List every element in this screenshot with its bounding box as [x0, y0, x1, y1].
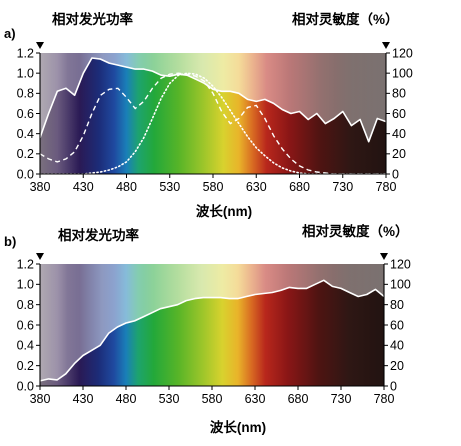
left-tick-label: 0.6	[17, 318, 34, 332]
panel-a-left-axis-title: 相对发光功率	[52, 11, 133, 27]
x-tick-label: 730	[332, 180, 353, 194]
right-tick-label: 20	[390, 359, 404, 373]
right-tick-label: 100	[392, 66, 413, 80]
left-tick-label: 0.0	[17, 379, 34, 393]
left-axis-arrow	[36, 253, 44, 260]
left-tick-label: 1.2	[17, 257, 34, 271]
x-tick-label: 480	[116, 392, 137, 406]
panel-b-x-axis-title: 波长(nm)	[210, 419, 266, 435]
panel-a-above-curve-wash	[40, 53, 386, 142]
left-tick-label: 0.8	[17, 298, 34, 312]
x-tick-label: 680	[288, 392, 309, 406]
left-tick-label: 0.2	[17, 147, 34, 161]
right-tick-label: 40	[392, 127, 406, 141]
right-tick-label: 100	[390, 278, 411, 292]
x-tick-label: 380	[30, 392, 51, 406]
right-tick-label: 60	[390, 318, 404, 332]
panel-a-right-axis-title: 相对灵敏度（%）	[292, 11, 399, 27]
x-tick-label: 780	[376, 180, 397, 194]
left-tick-label: 1.0	[17, 278, 34, 292]
left-tick-label: 0.6	[17, 107, 34, 121]
right-tick-label: 120	[390, 257, 411, 271]
left-tick-label: 1.0	[17, 66, 34, 80]
panel-b: 0.0 0.2 0.4 0.6 0.8 1.0 1.2 0 20 40 60 80 100 120 380 4…	[4, 223, 411, 435]
panel-a-power-curve	[39, 57, 387, 143]
panel-a-sensitivity-dashed-curve	[39, 72, 386, 175]
x-tick-label: 580	[202, 392, 223, 406]
right-tick-label: 60	[392, 107, 406, 121]
right-tick-label: 40	[390, 339, 404, 353]
panel-b-above-curve-wash	[40, 264, 384, 381]
panel-b-left-axis-title: 相对发光功率	[58, 227, 139, 243]
right-tick-label: 0	[392, 167, 399, 181]
right-axis-arrow	[380, 253, 388, 260]
x-tick-label: 730	[331, 392, 352, 406]
x-tick-label: 380	[30, 180, 51, 194]
x-tick-label: 680	[289, 180, 310, 194]
panel-b-label: b)	[4, 234, 16, 249]
left-axis-arrow	[36, 42, 44, 49]
x-tick-label: 780	[374, 392, 395, 406]
x-tick-label: 530	[159, 180, 180, 194]
panel-a: 0.0 0.2 0.4 0.6 0.8 1.0 1.2 0 20 40 60 80 100 120 380 4…	[4, 11, 413, 219]
right-tick-label: 80	[390, 298, 404, 312]
left-tick-label: 1.2	[17, 46, 34, 60]
panel-a-axes: 0.0 0.2 0.4 0.6 0.8 1.0 1.2 0 20 40 60 80 100 120 380 4…	[17, 42, 413, 194]
x-tick-label: 430	[73, 180, 94, 194]
panel-b-axes: 0.0 0.2 0.4 0.6 0.8 1.0 1.2 0 20 40 60 80 100 120 380 4…	[17, 253, 411, 406]
right-tick-label: 0	[390, 379, 397, 393]
left-tick-label: 0.4	[17, 127, 34, 141]
x-tick-label: 630	[245, 392, 266, 406]
x-tick-label: 530	[159, 392, 180, 406]
panel-a-x-axis-title: 波长(nm)	[196, 203, 252, 219]
left-tick-label: 0.4	[17, 339, 34, 353]
panel-b-power-curve	[39, 279, 385, 382]
left-tick-label: 0.8	[17, 87, 34, 101]
x-tick-label: 580	[203, 180, 224, 194]
right-tick-label: 120	[392, 46, 413, 60]
x-tick-label: 630	[246, 180, 267, 194]
x-tick-label: 480	[116, 180, 137, 194]
left-tick-label: 0.2	[17, 359, 34, 373]
right-tick-label: 20	[392, 147, 406, 161]
right-tick-label: 80	[392, 87, 406, 101]
left-tick-label: 0.0	[17, 167, 34, 181]
panel-a-label: a)	[4, 26, 16, 41]
right-axis-arrow	[382, 42, 390, 49]
panel-b-right-axis-title: 相对灵敏度（%）	[302, 223, 409, 239]
x-tick-label: 430	[73, 392, 94, 406]
